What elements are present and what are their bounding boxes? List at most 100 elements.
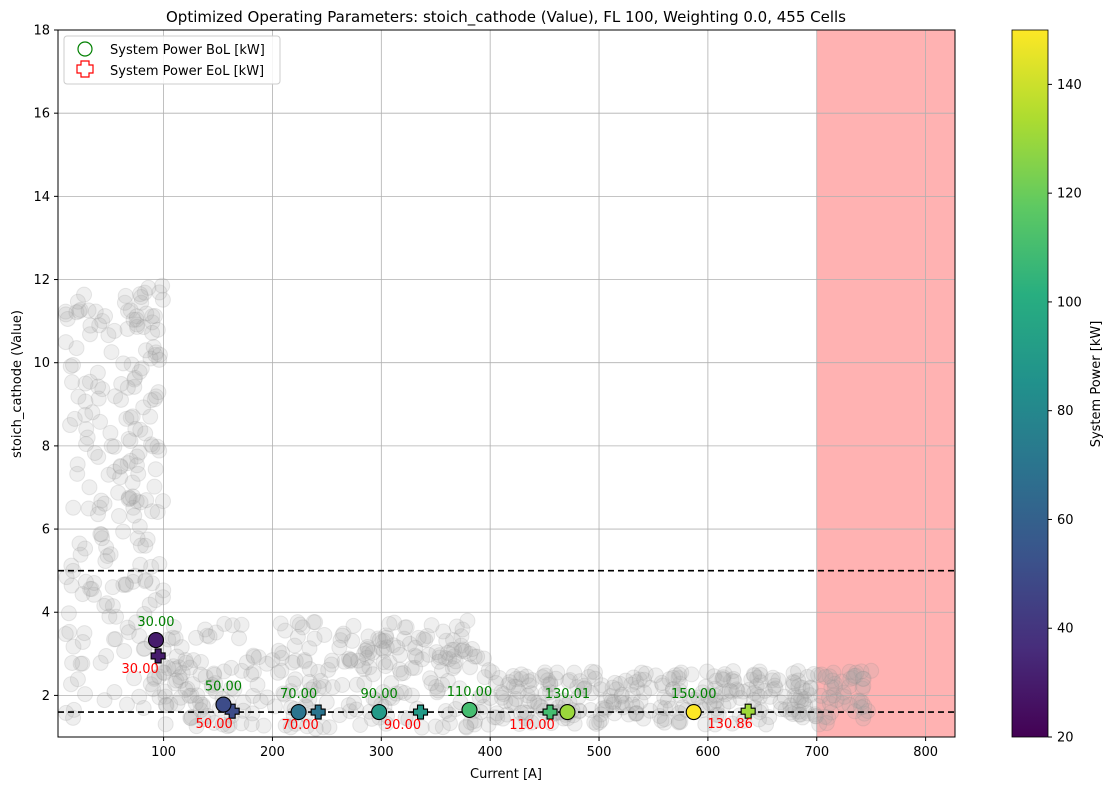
candidate-point [188,718,205,735]
candidate-point [142,392,159,409]
candidate-point [85,586,102,603]
candidate-point [624,686,641,703]
candidate-point [92,413,109,430]
candidate-point [207,683,224,700]
candidate-point [377,627,394,644]
candidate-point [57,334,74,351]
candidate-point [108,608,125,625]
candidate-point [772,694,789,711]
candidate-point [611,675,628,692]
candidate-point [92,654,109,671]
y-tick-label: 18 [33,24,50,39]
candidate-point [92,526,109,543]
candidate-point [348,701,365,718]
candidate-point [758,716,775,733]
candidate-point [635,710,652,727]
candidate-point [206,714,223,731]
candidate-point [128,493,145,510]
candidate-point [286,637,303,654]
candidate-point [374,640,391,657]
colorbar-tick-label: 20 [1057,731,1074,746]
candidate-point [433,662,450,679]
candidate-point [636,684,653,701]
candidate-point [331,707,348,724]
candidate-point [667,667,684,684]
candidate-point [761,709,778,726]
candidate-point [480,662,497,679]
candidate-point [391,661,408,678]
candidate-point [289,628,306,645]
bol-point [371,703,388,721]
candidate-point [715,669,732,686]
candidate-point [493,684,510,701]
candidate-point [724,715,741,732]
candidate-point [462,645,479,662]
candidate-point [628,705,645,722]
candidate-point [110,484,127,501]
candidate-point [642,702,659,719]
candidate-point [766,677,783,694]
candidate-point [144,503,161,520]
candidate-point [659,692,676,709]
y-tick-label: 6 [42,523,50,538]
candidate-point [171,659,188,676]
candidate-point [126,371,143,388]
candidate-point [371,631,388,648]
candidate-point [252,693,269,710]
bol-point [685,703,702,721]
candidate-point [715,697,732,714]
candidate-point [128,614,145,631]
candidate-point [97,553,114,570]
candidate-point [206,666,223,683]
candidate-point [269,664,286,681]
candidate-point [488,705,505,722]
candidate-point [124,474,141,491]
candidate-point [203,678,220,695]
candidate-point [124,573,141,590]
candidate-point [749,669,766,686]
candidate-point [112,458,129,475]
candidate-point [494,710,511,727]
candidate-point [235,694,252,711]
candidate-point [143,558,160,575]
candidate-point [673,664,690,681]
candidate-point [529,694,546,711]
candidate-point [697,716,714,733]
candidate-point [429,684,446,701]
candidate-point [848,664,865,681]
candidate-point [471,689,488,706]
candidate-point [119,320,136,337]
y-tick-label: 10 [33,356,50,371]
candidate-point [72,655,89,672]
candidate-point [480,716,497,733]
candidate-point [796,690,813,707]
candidate-point [699,687,716,704]
candidate-point [708,706,725,723]
candidate-point [672,675,689,692]
bol-point [559,703,576,721]
candidate-point [324,679,341,696]
eol-point-label: 130.86 [707,717,753,732]
candidate-point [201,628,218,645]
candidate-point [155,582,172,599]
candidate-point [233,715,250,732]
candidate-point [116,294,133,311]
candidate-point [786,687,803,704]
candidate-point [821,689,838,706]
candidate-point [78,436,95,453]
candidate-point [187,695,204,712]
candidate-point [461,659,478,676]
x-tick-label: 700 [804,745,829,760]
candidate-point [745,666,762,683]
candidate-point [243,716,260,733]
candidate-point [526,693,543,710]
candidate-point [802,680,819,697]
candidate-point [670,714,687,731]
candidate-point [790,672,807,689]
eol-point-label: 50.00 [196,717,233,732]
legend-bol-label: System Power BoL [kW] [110,43,265,58]
candidate-point [341,650,358,667]
colorbar-tick-label: 40 [1057,622,1074,637]
candidate-point [602,688,619,705]
candidate-point [458,719,475,736]
